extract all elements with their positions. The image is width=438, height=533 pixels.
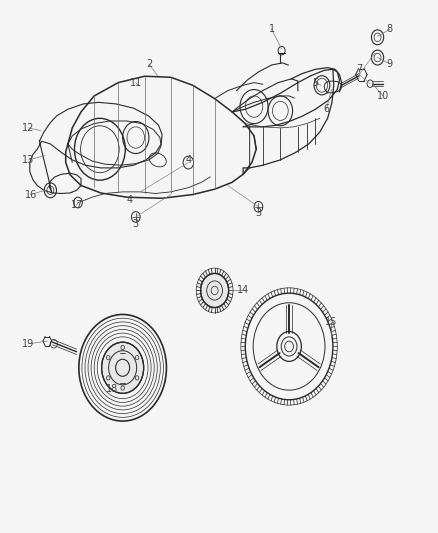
Text: 16: 16 (25, 190, 37, 199)
Text: 3: 3 (255, 208, 261, 218)
Text: 13: 13 (22, 155, 35, 165)
Text: 9: 9 (387, 59, 393, 69)
Circle shape (201, 273, 229, 308)
Text: 4: 4 (126, 195, 132, 205)
Text: 14: 14 (237, 286, 249, 295)
Text: 10: 10 (377, 91, 389, 101)
Text: 1: 1 (268, 25, 275, 34)
Circle shape (102, 342, 144, 393)
Text: 7: 7 (356, 64, 362, 74)
Text: 19: 19 (22, 339, 35, 349)
Text: 18: 18 (106, 384, 118, 394)
Text: 6: 6 (323, 104, 329, 114)
Text: 5: 5 (312, 78, 318, 87)
Text: 15: 15 (325, 318, 337, 327)
Text: 8: 8 (387, 25, 393, 34)
Text: 3: 3 (133, 219, 139, 229)
Text: 12: 12 (22, 123, 35, 133)
Text: 11: 11 (130, 78, 142, 87)
Text: 4: 4 (185, 155, 191, 165)
Text: 2: 2 (146, 59, 152, 69)
Text: 17: 17 (71, 200, 83, 210)
